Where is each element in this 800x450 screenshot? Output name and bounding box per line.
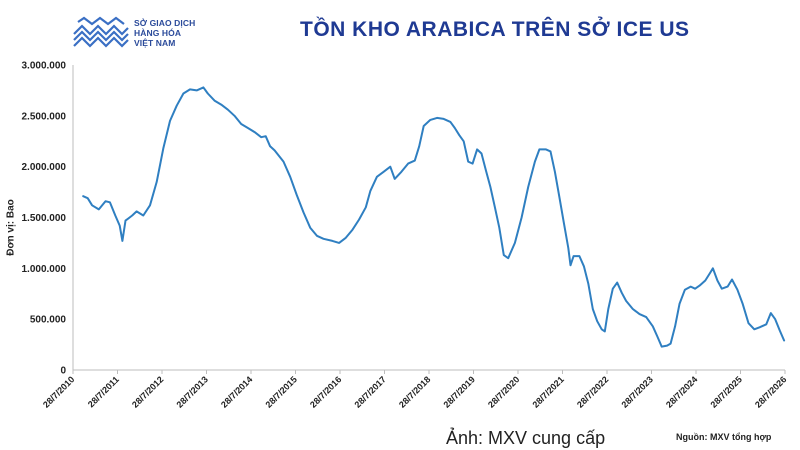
x-tick-label: 28/7/2010 <box>41 374 76 409</box>
x-tick-label: 28/7/2018 <box>397 374 432 409</box>
x-tick-label: 28/7/2025 <box>709 374 744 409</box>
y-tick-label: 2.000.000 <box>22 162 67 173</box>
x-tick-label: 28/7/2026 <box>753 374 788 409</box>
x-tick-label: 28/7/2021 <box>531 374 566 409</box>
logo-text: SỞ GIAO DỊCH HÀNG HÓA VIỆT NAM <box>134 18 195 48</box>
x-tick-label: 28/7/2022 <box>575 374 610 409</box>
y-tick-label: 2.500.000 <box>22 111 67 122</box>
y-tick-label: 0 <box>60 366 66 377</box>
x-tick-label: 28/7/2017 <box>353 374 388 409</box>
logo-line-3: VIỆT NAM <box>134 38 176 48</box>
x-tick-label: 28/7/2012 <box>130 374 165 409</box>
source-note: Nguồn: MXV tổng hợp <box>676 432 772 442</box>
series-line <box>82 86 786 348</box>
logo: SỞ GIAO DỊCH HÀNG HÓA VIỆT NAM <box>72 14 202 54</box>
x-tick-label: 28/7/2019 <box>442 374 477 409</box>
logo-mark-icon <box>73 16 129 48</box>
x-tick-label: 28/7/2011 <box>86 374 121 409</box>
x-tick-label: 28/7/2016 <box>308 374 343 409</box>
y-tick-label: 500.000 <box>30 315 67 326</box>
x-tick-label: 28/7/2024 <box>664 374 699 409</box>
x-tick-label: 28/7/2020 <box>486 374 521 409</box>
photo-caption: Ảnh: MXV cung cấp <box>446 428 606 448</box>
chart-title: TỒN KHO ARABICA TRÊN SỞ ICE US <box>300 18 690 41</box>
y-tick-label: 3.000.000 <box>22 61 67 72</box>
x-tick-label: 28/7/2013 <box>175 374 210 409</box>
y-tick-label: 1.000.000 <box>22 264 67 275</box>
logo-line-1: SỞ GIAO DỊCH <box>134 18 196 28</box>
x-tick-label: 28/7/2015 <box>264 374 299 409</box>
logo-line-2: HÀNG HÓA <box>134 28 182 38</box>
x-tick-label: 28/7/2014 <box>219 374 254 409</box>
x-tick-label: 28/7/2023 <box>620 374 655 409</box>
y-tick-label: 1.500.000 <box>22 213 67 224</box>
